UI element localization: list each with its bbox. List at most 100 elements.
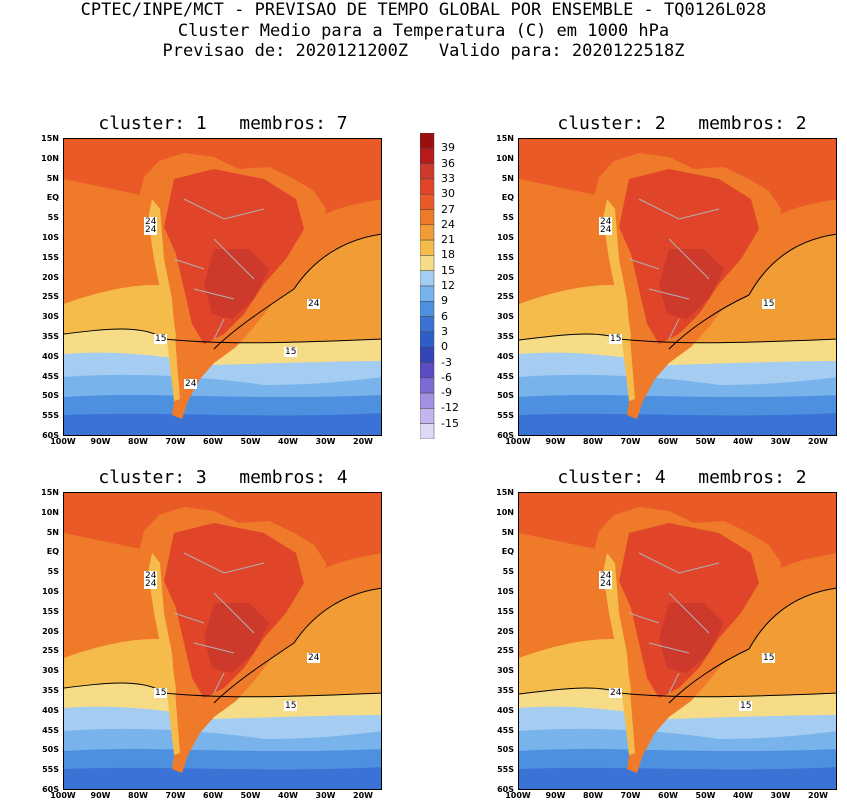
lon-tick-label: 50W: [695, 791, 716, 800]
lat-tick-label: 35S: [497, 332, 514, 341]
lon-tick-label: 20W: [808, 791, 828, 800]
colorbar-label: -9: [441, 386, 452, 400]
colorbar-swatch: [420, 163, 435, 180]
panel-title-3: cluster: 3 membros: 4: [98, 467, 348, 488]
lat-tick-label: 45S: [42, 371, 59, 381]
colorbar-label: -3: [441, 355, 452, 369]
lat-tick-label: 30S: [497, 666, 514, 676]
lat-tick-label: 10S: [42, 233, 59, 242]
contour-label: 15: [739, 701, 753, 711]
hot-core-33: [204, 249, 269, 319]
lon-tick-label: 80W: [583, 791, 603, 800]
lat-tick-label: 10N: [496, 507, 514, 517]
contour-15: [519, 687, 836, 698]
colorbar-label: 33: [441, 171, 455, 185]
panel-title-1: cluster: 1 membros: 7: [98, 113, 348, 134]
contour-label: 24: [144, 217, 158, 227]
contour-label: 15: [154, 688, 168, 698]
lat-tick-label: 50S: [42, 745, 59, 755]
andes-18: [148, 199, 180, 401]
lat-tick-label: EQ: [501, 547, 514, 557]
lat-tick-label: 10S: [497, 233, 514, 242]
map-panel-cluster-3: 24 24 24 15 15: [63, 492, 382, 790]
colorbar-swatch: [420, 133, 435, 149]
lon-tick-label: 20W: [808, 437, 828, 446]
lat-tick-label: 35S: [497, 686, 514, 695]
contour-label: 24: [599, 571, 613, 581]
colorbar: [420, 133, 435, 439]
lat-tick-label: 5S: [47, 213, 59, 223]
lon-tick-label: 80W: [128, 791, 148, 800]
lat-tick-label: 30S: [42, 666, 59, 676]
country-borders: [628, 198, 720, 340]
colorbar-label: 15: [441, 263, 455, 277]
lat-tick-label: 25S: [497, 646, 514, 656]
colorbar-label: -15: [441, 416, 459, 430]
header-line-2: Cluster Medio para a Temperatura (C) em …: [177, 21, 670, 41]
lon-tick-label: 50W: [695, 437, 716, 446]
lat-tick-label: 55S: [42, 411, 59, 421]
lat-tick-label: 25S: [42, 292, 59, 302]
contour-label: 24: [609, 688, 623, 698]
contour-24: [668, 233, 836, 350]
lon-tick-label: 90W: [545, 791, 566, 800]
lat-tick-label: 45S: [497, 725, 514, 735]
colorbar-swatch: [420, 224, 435, 241]
colorbar-swatch: [420, 270, 435, 287]
contour-15: [519, 333, 836, 344]
colorbar-swatch: [420, 301, 435, 317]
colorbar-swatch: [420, 346, 435, 363]
lat-tick-label: 35S: [42, 686, 59, 695]
header-line-3: Previsao de: 2020121200Z Valido para: 20…: [162, 41, 685, 61]
contour-label: 15: [762, 653, 776, 663]
band-3: [64, 767, 381, 789]
contour-15: [64, 682, 381, 698]
colorbar-swatch: [420, 209, 435, 226]
contour-24: [668, 587, 836, 704]
lat-tick-label: 20S: [497, 626, 514, 636]
andes-18: [603, 553, 635, 755]
contour-label: 24: [144, 225, 158, 235]
lat-tick-label: 15N: [41, 488, 59, 497]
lat-tick-label: 25S: [42, 646, 59, 656]
contour-label: 24: [184, 379, 198, 389]
colorbar-label: 21: [441, 233, 455, 247]
contour-label: 24: [599, 579, 613, 589]
lat-tick-label: 40S: [42, 705, 59, 715]
colorbar-swatch: [420, 392, 435, 409]
contour-label: 15: [284, 347, 298, 357]
lat-tick-label: 15S: [497, 252, 514, 262]
lat-tick-label: 60S: [497, 431, 514, 440]
lon-tick-label: 90W: [545, 437, 566, 446]
lon-tick-label: 50W: [240, 791, 261, 800]
lat-tick-label: 30S: [42, 312, 59, 322]
lat-tick-label: EQ: [501, 193, 514, 203]
lat-tick-label: 15S: [42, 606, 59, 616]
lat-tick-label: EQ: [46, 193, 59, 203]
lat-tick-label: 10S: [42, 587, 59, 596]
lon-tick-label: 40W: [278, 791, 298, 800]
colorbar-swatch: [420, 423, 435, 439]
lon-tick-label: 60W: [203, 437, 223, 446]
contour-label: 24: [599, 217, 613, 227]
lat-tick-label: 5N: [501, 527, 514, 537]
colorbar-label: 0: [441, 340, 448, 354]
colorbar-label: 6: [441, 309, 448, 323]
panel-title-2: cluster: 2 membros: 2: [557, 113, 807, 134]
colorbar-label: -12: [441, 401, 459, 415]
lon-tick-label: 60W: [658, 437, 678, 446]
lat-tick-label: 60S: [42, 785, 59, 794]
lat-tick-label: 55S: [42, 765, 59, 775]
lat-tick-label: 5N: [501, 173, 514, 183]
lon-tick-label: 60W: [658, 791, 678, 800]
hot-core-33: [659, 249, 724, 319]
lat-tick-label: 10N: [496, 153, 514, 163]
hot-core-33: [659, 603, 724, 673]
country-borders: [173, 198, 265, 340]
lat-tick-label: 10S: [497, 587, 514, 596]
colorbar-swatch: [420, 316, 435, 333]
lat-tick-label: 50S: [42, 391, 59, 401]
contour-label: 24: [307, 653, 321, 663]
panel-title-4: cluster: 4 membros: 2: [557, 467, 807, 488]
lon-tick-label: 70W: [620, 791, 641, 800]
